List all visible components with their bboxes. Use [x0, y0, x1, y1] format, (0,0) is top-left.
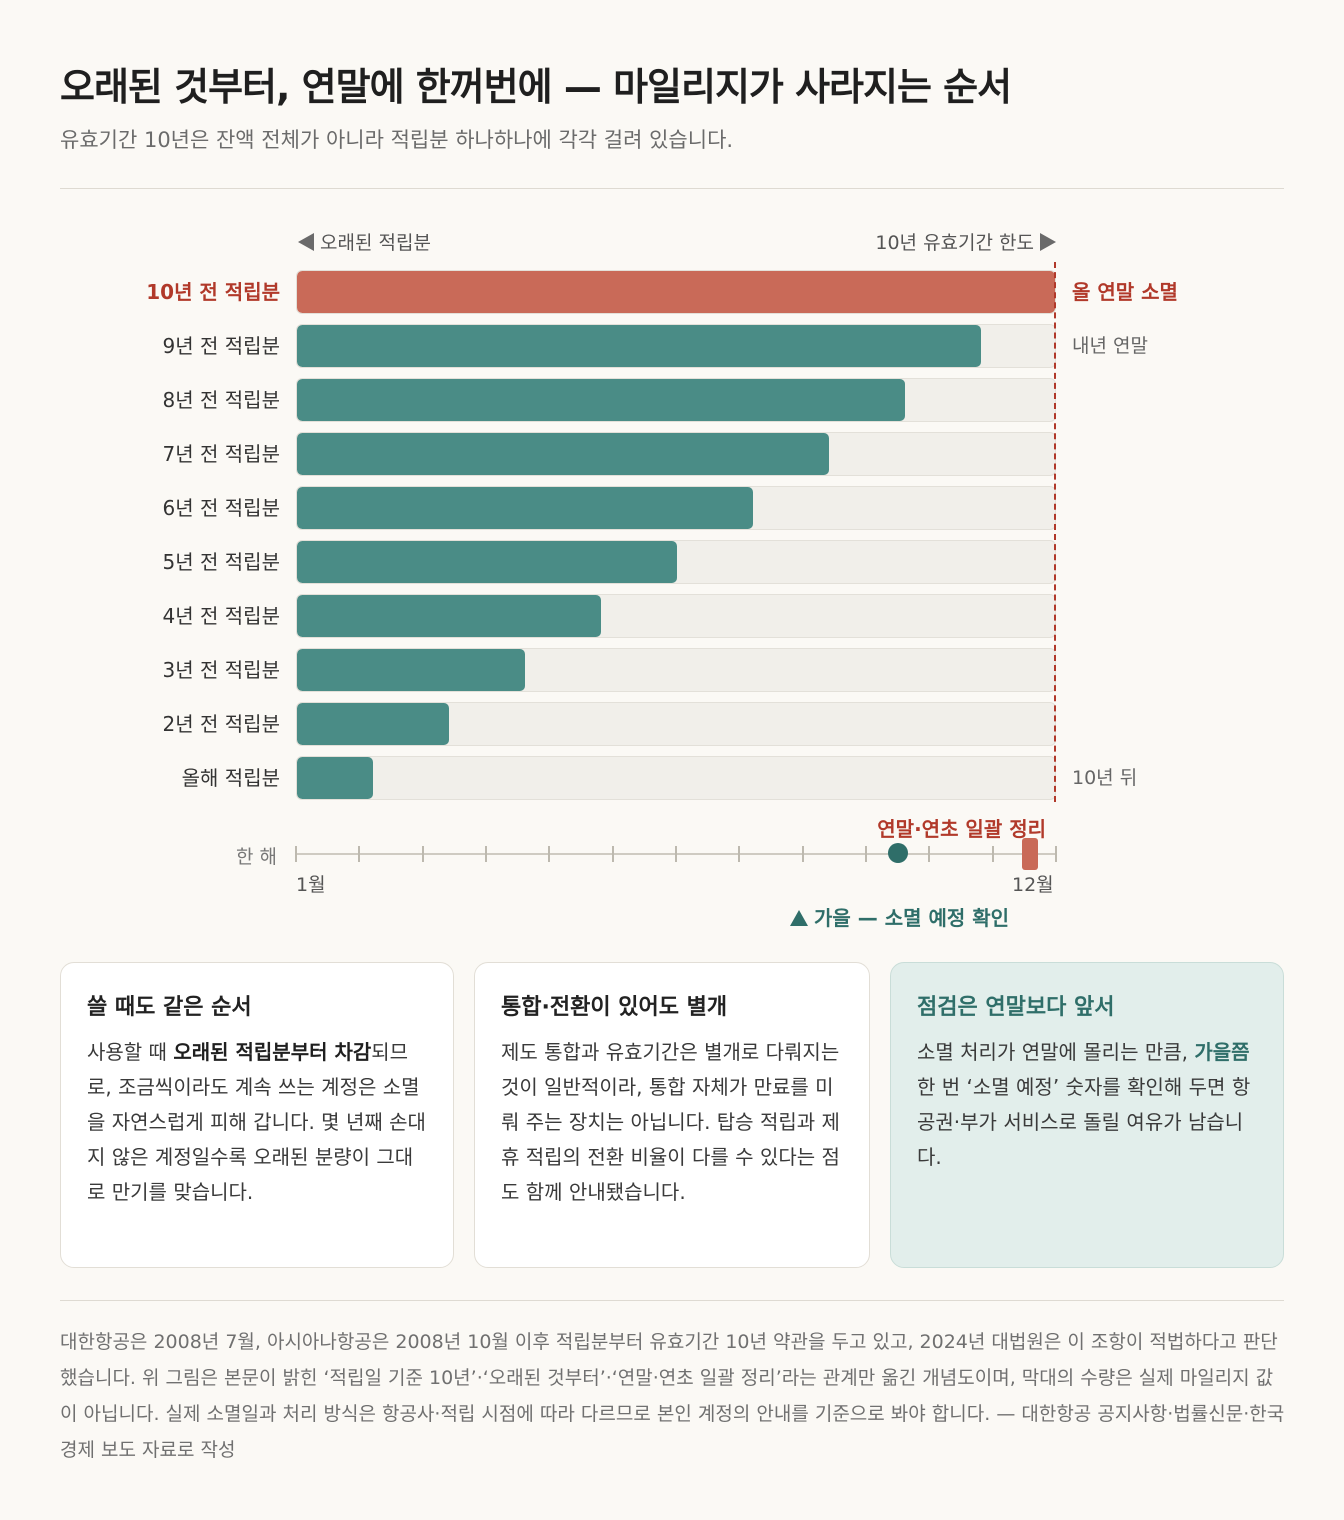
bar-label: 올해 적립분 — [181, 766, 280, 790]
bar-label: 4년 전 적립분 — [162, 604, 280, 628]
source-footnote: 대한항공은 2008년 7월, 아시아나항공은 2008년 10월 이후 적립분… — [60, 1331, 1285, 1461]
arrow-right-icon — [1040, 233, 1056, 251]
timeline-tick — [801, 846, 804, 862]
bar-end-note: 10년 뒤 — [1072, 767, 1138, 789]
card-text: 되므로, 조금씩이라도 계속 쓰는 계정은 소멸을 자연스럽게 피해 갑니다. … — [87, 1040, 426, 1204]
card-text: 한 번 ‘소멸 예정’ 숫자를 확인해 두면 항공권·부가 서비스로 돌릴 여유… — [917, 1075, 1251, 1169]
card-title: 점검은 연말보다 앞서 — [917, 995, 1115, 1020]
card-body: 사용할 때 오래된 적립분부터 차감되므로, 조금씩이라도 계속 쓰는 계정은 … — [87, 1035, 427, 1210]
timeline-tick — [865, 846, 867, 862]
axis-hint-right: 10년 유효기간 한도 — [875, 228, 1056, 255]
card-emphasis: 가을쯤 — [1194, 1040, 1250, 1064]
card-body: 소멸 처리가 연말에 몰리는 만큼, 가을쯤 한 번 ‘소멸 예정’ 숫자를 확… — [917, 1035, 1257, 1175]
bar-track — [296, 270, 1056, 314]
timeline-tick — [358, 846, 361, 862]
card-title: 통합·전환이 있어도 별개 — [501, 995, 728, 1020]
bar — [297, 325, 981, 367]
bar-label: 5년 전 적립분 — [162, 550, 280, 574]
bar-track — [296, 540, 1056, 584]
bar-end-note: 올 연말 소멸 — [1072, 280, 1178, 304]
check-label-text: 가을 — 소멸 예정 확인 — [814, 906, 1010, 930]
bar-track — [296, 702, 1056, 746]
card-title: 쓸 때도 같은 순서 — [87, 995, 252, 1020]
page-subtitle: 유효기간 10년은 잔액 전체가 아니라 적립분 하나하나에 각각 걸려 있습니… — [60, 128, 734, 152]
axis-hint-right-text: 10년 유효기간 한도 — [875, 232, 1034, 254]
bar-track — [296, 648, 1056, 692]
bar — [297, 271, 1055, 313]
triangle-up-icon — [790, 910, 808, 926]
timeline-tick — [485, 846, 487, 862]
timeline-tick — [738, 846, 741, 862]
timeline-tick — [1055, 846, 1057, 862]
expire-point-marker — [1022, 838, 1038, 870]
expiry-deadline-line — [1054, 262, 1056, 802]
top-divider — [60, 188, 1284, 189]
bar-label: 3년 전 적립분 — [162, 658, 280, 682]
bar-label: 9년 전 적립분 — [162, 334, 280, 358]
info-card-order: 쓸 때도 같은 순서 사용할 때 오래된 적립분부터 차감되므로, 조금씩이라도… — [60, 962, 454, 1268]
bar-label: 6년 전 적립분 — [162, 496, 280, 520]
timeline-tick — [611, 846, 614, 862]
axis-hint-left: 오래된 적립분 — [298, 228, 431, 255]
arrow-left-icon — [298, 233, 314, 251]
bar-track — [296, 756, 1056, 800]
expire-label: 연말·연초 일괄 정리 — [877, 817, 1046, 841]
card-text: 소멸 처리가 연말에 몰리는 만큼, — [917, 1040, 1195, 1064]
bar-track — [296, 594, 1056, 638]
bar-track — [296, 486, 1056, 530]
timeline-tick — [295, 846, 297, 862]
bar — [297, 379, 905, 421]
bar — [297, 595, 601, 637]
bar-label: 10년 전 적립분 — [146, 280, 280, 304]
bar — [297, 649, 525, 691]
card-text: 제도 통합과 유효기간은 별개로 다뤄지는 것이 일반적이라, 통합 자체가 만… — [501, 1040, 840, 1204]
card-body: 제도 통합과 유효기간은 별개로 다뤄지는 것이 일반적이라, 통합 자체가 만… — [501, 1035, 843, 1210]
bar-label: 2년 전 적립분 — [162, 712, 280, 736]
timeline-label: 한 해 — [236, 846, 277, 868]
bottom-divider — [60, 1300, 1284, 1301]
bar-track — [296, 432, 1056, 476]
bar-track — [296, 324, 1056, 368]
bar — [297, 433, 829, 475]
page-title: 오래된 것부터, 연말에 한꺼번에 — 마일리지가 사라지는 순서 — [60, 65, 1012, 109]
info-card-check: 점검은 연말보다 앞서 소멸 처리가 연말에 몰리는 만큼, 가을쯤 한 번 ‘… — [890, 962, 1284, 1268]
timeline-tick — [548, 846, 551, 862]
bar-track — [296, 378, 1056, 422]
card-text: 사용할 때 — [87, 1040, 174, 1064]
bar — [297, 703, 449, 745]
bar-label: 7년 전 적립분 — [162, 442, 280, 466]
bar-label: 8년 전 적립분 — [162, 388, 280, 412]
timeline-tick — [991, 846, 994, 862]
bar-end-note: 내년 연말 — [1072, 335, 1148, 357]
axis-hint-left-text: 오래된 적립분 — [320, 232, 431, 254]
check-label: 가을 — 소멸 예정 확인 — [790, 902, 1009, 931]
timeline-tick — [421, 846, 424, 862]
bar — [297, 541, 677, 583]
bar — [297, 757, 373, 799]
bar — [297, 487, 753, 529]
timeline-end-label: 12월 — [1012, 874, 1054, 896]
card-emphasis: 오래된 적립분부터 차감 — [173, 1040, 372, 1064]
timeline-tick — [928, 846, 931, 862]
timeline-start-label: 1월 — [296, 874, 326, 896]
timeline-tick — [675, 846, 677, 862]
info-card-merger: 통합·전환이 있어도 별개 제도 통합과 유효기간은 별개로 다뤄지는 것이 일… — [474, 962, 870, 1268]
check-point-marker — [888, 843, 908, 863]
